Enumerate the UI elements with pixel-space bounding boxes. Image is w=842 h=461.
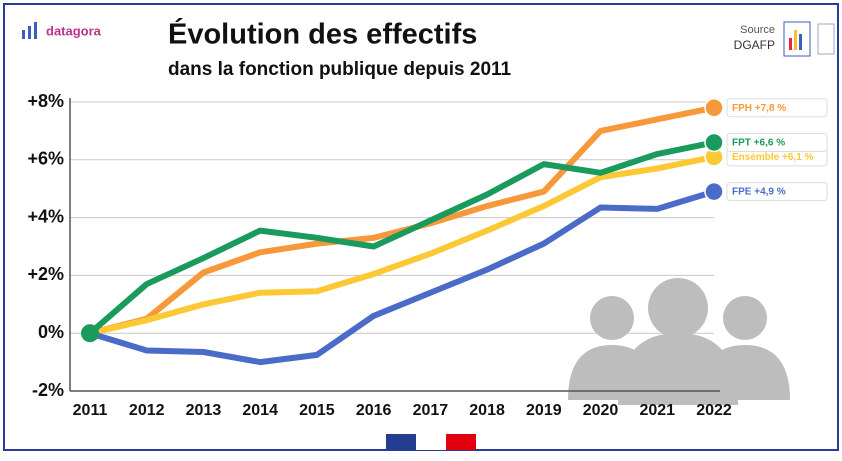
x-tick-label: 2019 <box>526 402 562 419</box>
series-line <box>87 139 717 337</box>
end-label: Ensemble +6,1 % <box>732 152 814 163</box>
end-label-box <box>726 98 828 118</box>
series-name: FPE <box>732 186 752 197</box>
x-tick-label: 2012 <box>129 402 165 419</box>
start-marker <box>81 324 99 343</box>
series-line <box>87 188 717 366</box>
flag-logo <box>386 434 476 450</box>
series-end-label: +6,6 % <box>754 137 786 148</box>
y-tick-label: -2% <box>32 380 64 400</box>
brand: datagora <box>46 23 102 38</box>
end-label-box <box>726 182 828 202</box>
series-name: FPT <box>732 137 751 148</box>
end-label: FPE +4,9 % <box>732 186 786 197</box>
end-label-box <box>726 132 828 152</box>
series-name: Ensemble <box>732 152 780 163</box>
x-tick-label: 2011 <box>73 402 108 419</box>
y-tick-label: +2% <box>27 264 64 284</box>
x-tick-label: 2020 <box>583 402 619 419</box>
x-tick-label: 2018 <box>469 402 505 419</box>
x-tick-label: 2013 <box>186 402 222 419</box>
series-line <box>87 153 717 337</box>
series-name: FPH <box>732 102 752 113</box>
x-tick-label: 2016 <box>356 402 392 419</box>
end-label: FPH +7,8 % <box>732 102 786 113</box>
chart-title: Évolution des effectifs <box>168 17 477 51</box>
end-marker <box>704 98 724 118</box>
x-tick-label: 2015 <box>299 402 335 419</box>
end-marker <box>704 132 724 153</box>
source-logo <box>783 21 835 57</box>
source-label: Source <box>740 24 775 36</box>
y-tick-label: 0% <box>38 322 64 342</box>
source-name: DGAFP <box>734 38 775 52</box>
chart-subtitle: dans la fonction publique depuis 2011 <box>168 59 512 80</box>
x-tick-label: 2021 <box>639 402 675 419</box>
y-tick-label: +6% <box>27 149 64 169</box>
x-tick-label: 2014 <box>242 402 278 419</box>
end-label: FPT +6,6 % <box>732 137 785 148</box>
end-marker <box>704 181 724 202</box>
x-tick-label: 2017 <box>413 402 449 419</box>
brand-logo <box>22 22 37 39</box>
y-tick-label: +4% <box>27 206 64 226</box>
series-end-label: +7,8 % <box>755 102 787 113</box>
x-tick-label: 2022 <box>696 402 732 419</box>
series-end-label: +6,1 % <box>782 152 814 163</box>
series-end-label: +4,9 % <box>754 186 786 197</box>
people-icon <box>568 278 790 405</box>
y-tick-label: +8% <box>27 91 64 111</box>
